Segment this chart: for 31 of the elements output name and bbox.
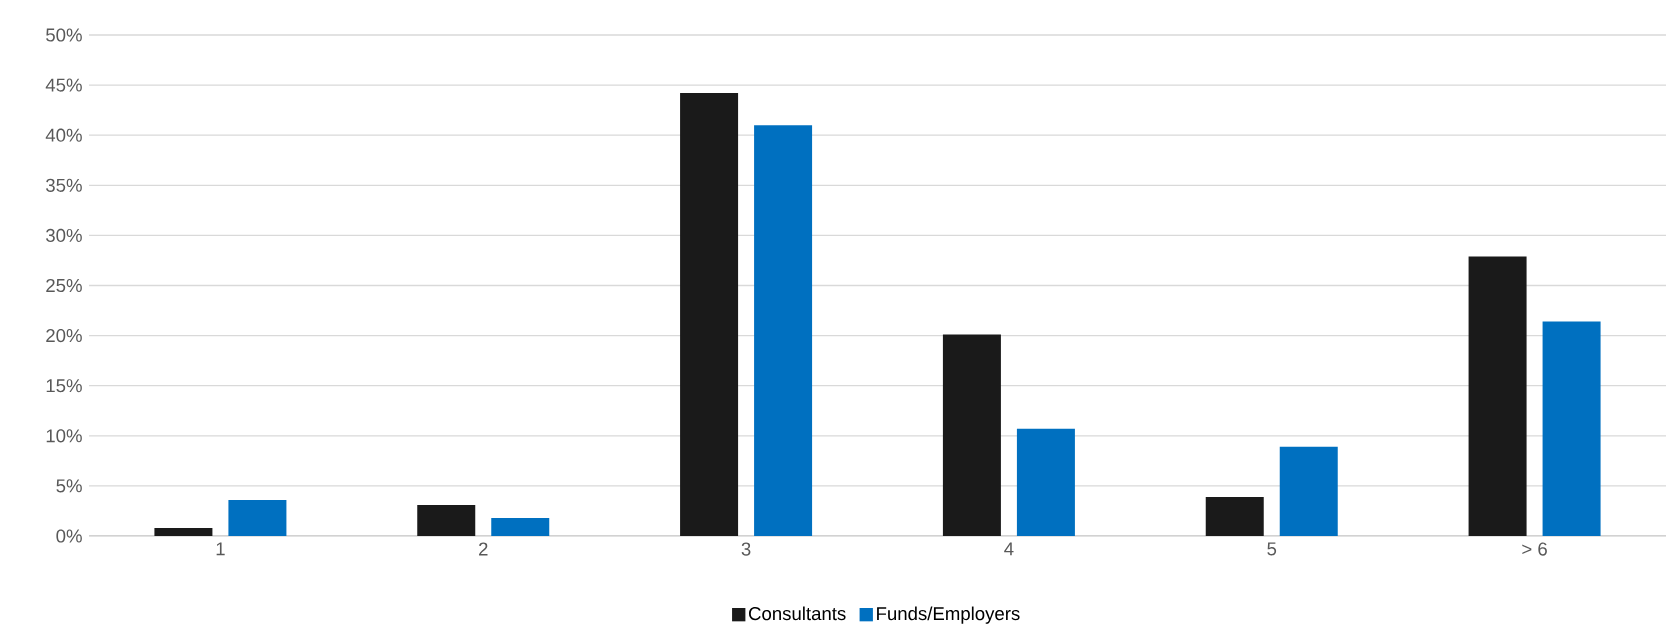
legend-label: Consultants	[748, 606, 846, 621]
y-tick-label: 15%	[46, 379, 82, 393]
legend-label: Funds/Employers	[877, 606, 1020, 624]
bar	[1016, 428, 1075, 536]
bar	[942, 334, 1001, 536]
x-tick-label: 1	[216, 542, 225, 556]
bar	[154, 527, 213, 536]
x-tick-label: 3	[741, 542, 751, 556]
x-tick-label: 4	[1004, 542, 1014, 556]
y-tick-label: 35%	[46, 178, 82, 192]
bar	[491, 517, 550, 536]
y-tick-label: 40%	[45, 128, 82, 142]
bar	[417, 504, 476, 536]
y-tick-label: 50%	[46, 28, 82, 42]
x-tick-label: 2	[479, 542, 488, 556]
y-tick-label: 10%	[46, 429, 82, 443]
y-tick-label: 25%	[46, 278, 82, 293]
x-tick-label: > 6	[1522, 542, 1547, 556]
bar	[1468, 256, 1527, 536]
bar	[754, 125, 813, 536]
y-tick-label: 45%	[45, 78, 82, 92]
bar	[1205, 496, 1264, 536]
bar	[680, 93, 739, 536]
bar	[228, 499, 287, 536]
y-tick-label: 30%	[46, 228, 82, 242]
bar	[1542, 321, 1601, 536]
x-tick-label: 5	[1267, 542, 1277, 556]
y-tick-label: 20%	[46, 329, 82, 343]
bar	[1279, 446, 1338, 536]
y-tick-label: 5%	[56, 479, 82, 493]
y-tick-label: 0%	[56, 529, 82, 543]
